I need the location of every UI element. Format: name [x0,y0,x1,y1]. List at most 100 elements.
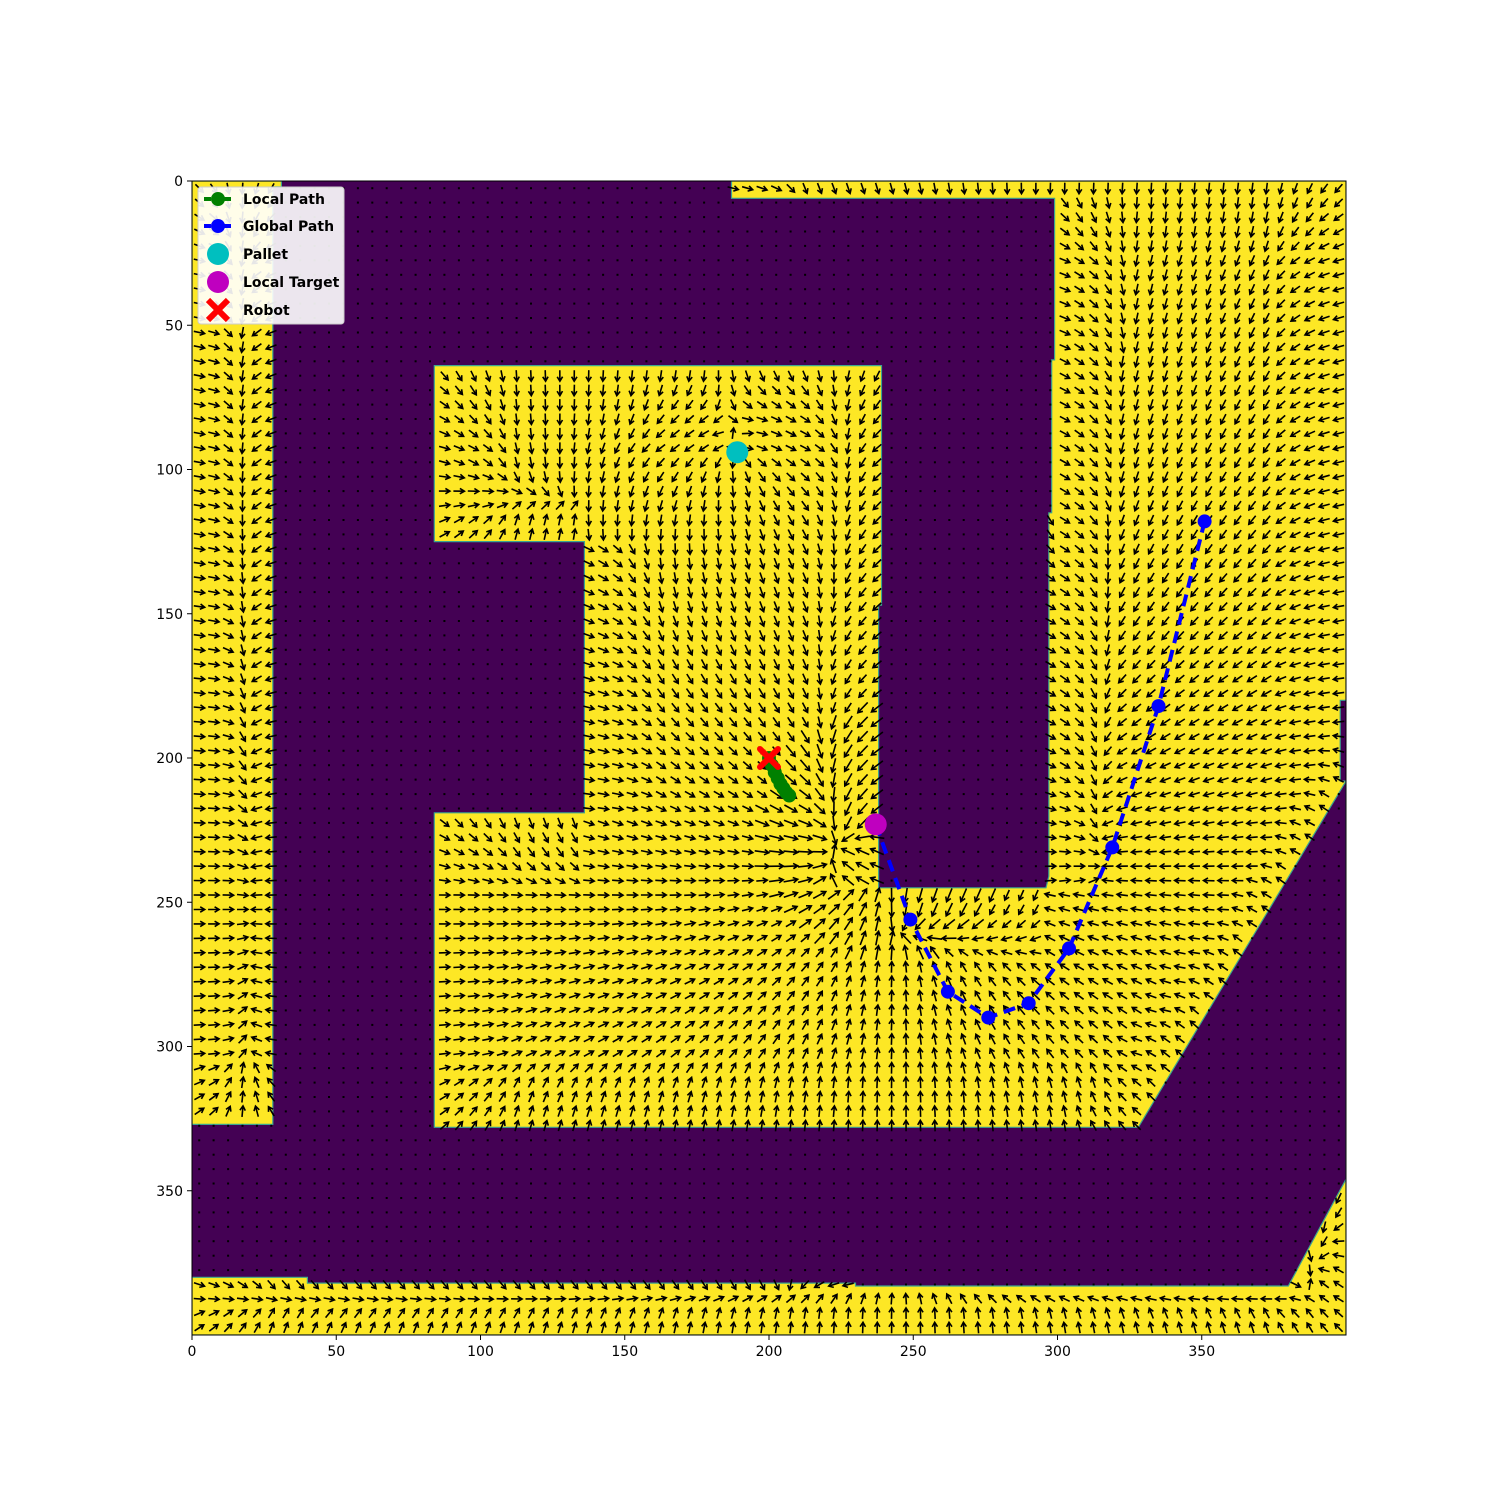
field-dot [501,749,504,752]
field-arrow [1216,891,1229,899]
field-arrow [903,182,910,196]
field-arrow [1057,905,1071,913]
field-arrow [657,557,665,571]
field-arrow [802,658,809,671]
field-arrow [1263,225,1270,239]
field-dot [342,533,345,536]
field-arrow [643,557,651,570]
field-arrow [1217,948,1229,957]
field-arrow [1317,315,1330,322]
field-arrow [1002,976,1012,987]
field-dot [299,980,302,983]
field-arrow [686,485,693,498]
field-arrow [1147,413,1155,426]
field-dot [443,345,446,348]
field-arrow [1088,357,1099,367]
field-arrow [657,399,665,411]
field-dot [328,1009,330,1012]
field-arrow [510,949,524,956]
field-dot [1337,995,1340,997]
field-arrow [1116,761,1128,769]
field-arrow [1133,442,1140,455]
field-arrow [1087,977,1099,986]
field-arrow [785,948,796,957]
field-dot [299,663,302,666]
field-dot [429,345,431,348]
field-arrow [830,658,837,671]
field-arrow [482,487,495,495]
field-arrow [1144,877,1157,884]
field-arrow [1245,791,1258,798]
field-arrow [193,1050,207,1057]
field-dot [1006,591,1008,594]
field-arrow [1289,357,1301,366]
field-dot [731,317,734,319]
field-arrow [264,762,277,769]
field-dot [688,345,691,348]
field-arrow [511,1035,524,1043]
field-arrow [628,399,635,412]
field-arrow [542,832,550,844]
field-dot [371,995,374,997]
field-dot [1265,1067,1268,1070]
field-arrow [960,182,968,196]
field-arrow [1162,413,1169,426]
field-arrow [786,1004,795,1016]
field-arrow [686,629,694,642]
field-dot [688,360,691,363]
field-arrow [931,974,938,988]
field-arrow [1044,819,1058,827]
field-arrow [729,485,737,499]
field-arrow [873,1061,881,1074]
field-arrow [931,1017,938,1031]
field-arrow [597,877,611,885]
field-dot [472,360,475,363]
field-arrow [264,862,277,870]
field-arrow [641,703,652,712]
field-arrow [657,601,665,614]
field-arrow [699,717,709,728]
field-dot [443,591,446,594]
field-arrow [1174,703,1186,712]
field-arrow [539,934,553,942]
field-dot [818,216,821,219]
field-dot [558,620,561,622]
field-dot [414,793,417,796]
field-arrow [1332,358,1345,365]
field-arrow [1291,226,1300,238]
field-dot [948,821,951,824]
field-arrow [1188,977,1200,985]
field-arrow [1289,314,1301,322]
field-arrow [916,1032,924,1045]
field-arrow [542,370,549,383]
field-dot [328,504,330,507]
field-dot [746,317,749,319]
field-arrow [626,805,639,813]
field-arrow [249,848,263,856]
field-arrow [1073,1020,1084,1030]
field-dot [919,216,922,219]
field-arrow [828,931,840,945]
field-dot [1294,951,1297,954]
field-dot [429,764,431,767]
field-arrow [1131,717,1142,727]
field-arrow [583,906,596,913]
field-arrow [1118,586,1126,599]
field-dot [429,360,431,363]
field-dot [400,850,403,853]
field-arrow [1118,384,1126,398]
field-arrow [250,1035,263,1043]
field-arrow [830,543,838,556]
field-dot [558,778,561,781]
field-arrow [208,502,221,510]
field-dot [1020,259,1023,262]
field-dot [890,475,893,478]
field-arrow [729,644,737,657]
field-arrow [1130,949,1143,956]
field-dot [558,634,561,637]
field-arrow [525,977,538,985]
field-arrow [742,934,754,942]
field-dot [933,345,936,348]
field-arrow [1101,963,1114,971]
field-arrow [1275,545,1287,553]
